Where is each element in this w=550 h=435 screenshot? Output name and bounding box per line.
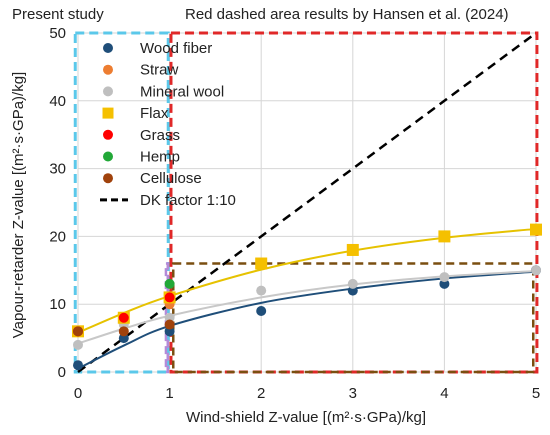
point-flax: [255, 257, 268, 270]
x-tick-label: 5: [532, 385, 540, 402]
y-tick-label: 0: [58, 364, 66, 381]
legend-marker-straw: [103, 64, 113, 75]
fit-curve-flax: [77, 227, 537, 334]
hansen-note: Red dashed area results by Hansen et al.…: [185, 6, 509, 23]
fit-curves: [77, 227, 537, 370]
fit-curve-wood-fiber: [77, 270, 537, 370]
point-cellulose: [73, 326, 83, 337]
fit-curve-mineral-wool: [77, 269, 537, 345]
x-tick-label: 4: [440, 385, 448, 402]
legend-label-dk-factor-1-10: DK factor 1:10: [140, 192, 236, 209]
y-tick-label: 40: [49, 93, 66, 110]
point-mineral-wool: [73, 339, 83, 350]
y-axis-title: Vapour-retarder Z-value [(m²·s·GPa)/kg]: [10, 72, 27, 338]
legend-marker-hemp: [103, 151, 113, 162]
y-tick-label: 10: [49, 296, 66, 313]
point-wood-fiber: [256, 305, 267, 316]
y-tick-label: 50: [49, 25, 66, 42]
legend: Wood fiber Straw Mineral wool Flax Grass Hemp…: [100, 40, 236, 209]
legend-label-straw: Straw: [140, 62, 179, 79]
point-flax: [438, 230, 451, 243]
legend-label-cellulose: Cellulose: [140, 170, 202, 187]
legend-label-mineral-wool: Mineral wool: [140, 83, 224, 100]
x-tick-labels: 0 1 2 3 4 5: [74, 385, 540, 402]
legend-label-hemp: Hemp: [140, 149, 180, 166]
legend-marker-wood-fiber: [103, 43, 113, 53]
x-tick-label: 1: [165, 385, 173, 402]
dk-factor-line: [77, 31, 537, 374]
point-cellulose: [164, 319, 175, 330]
present-study-note: Present study: [12, 6, 104, 23]
hansen-region: [169, 31, 539, 374]
reference-line: [77, 31, 537, 374]
legend-label-flax: Flax: [140, 105, 169, 122]
legend-marker-cellulose: [103, 173, 113, 184]
point-mineral-wool: [256, 285, 267, 296]
point-grass: [164, 292, 175, 303]
present-study-region: [73, 31, 170, 374]
y-tick-label: 30: [49, 161, 66, 178]
point-hemp: [164, 278, 175, 289]
legend-marker-flax: [102, 107, 114, 119]
point-wood-fiber: [73, 360, 83, 371]
legend-marker-mineral-wool: [103, 86, 113, 97]
point-mineral-wool: [531, 265, 541, 276]
y-tick-label: 20: [49, 228, 66, 245]
point-mineral-wool: [439, 272, 450, 283]
x-axis-title: Wind-shield Z-value [(m²·s·GPa)/kg]: [186, 409, 426, 426]
legend-label-wood-fiber: Wood fiber: [140, 40, 212, 57]
point-grass: [118, 312, 129, 323]
x-tick-label: 2: [257, 385, 265, 402]
point-mineral-wool: [347, 278, 358, 289]
x-tick-label: 0: [74, 385, 82, 402]
data-points: [72, 223, 542, 371]
legend-marker-grass: [103, 129, 113, 140]
point-flax: [530, 223, 542, 236]
y-tick-labels: 0 10 20 30 40 50: [49, 25, 66, 381]
point-flax: [346, 243, 359, 256]
point-cellulose: [118, 326, 129, 337]
x-tick-label: 3: [349, 385, 357, 402]
legend-label-grass: Grass: [140, 127, 180, 144]
